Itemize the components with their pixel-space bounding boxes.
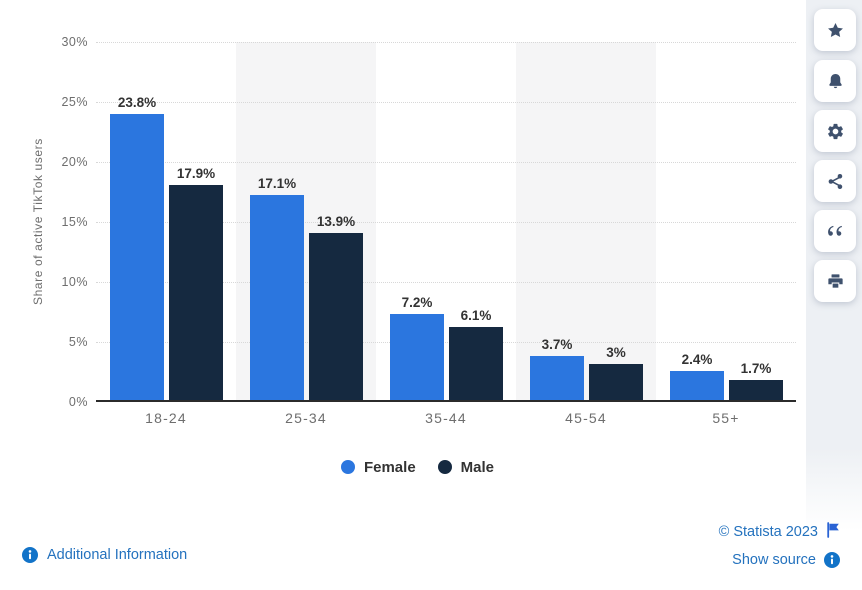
legend-dot-icon xyxy=(340,460,355,474)
bar-male-45-54[interactable]: 3% xyxy=(589,345,643,400)
alert-button[interactable] xyxy=(814,60,856,102)
bar-male-55+[interactable]: 1.7% xyxy=(729,361,783,400)
x-axis-label: 18-24 xyxy=(145,410,187,426)
legend-label: Male xyxy=(460,458,495,476)
bell-icon xyxy=(826,72,845,91)
info-icon xyxy=(824,552,840,568)
bar-female-35-44[interactable]: 7.2% xyxy=(390,295,444,400)
favorite-button[interactable] xyxy=(814,9,856,51)
gridline xyxy=(96,222,796,223)
y-axis-tick: 20% xyxy=(61,155,88,169)
bar-male-18-24[interactable]: 17.9% xyxy=(169,166,223,400)
share-button[interactable] xyxy=(814,160,856,202)
x-axis-label: 35-44 xyxy=(425,410,467,426)
bar-value-label: 6.1% xyxy=(460,307,492,323)
bar-female-25-34[interactable]: 17.1% xyxy=(250,176,304,400)
y-axis-tick: 30% xyxy=(61,35,88,49)
info-icon xyxy=(22,547,38,563)
flag-icon xyxy=(826,522,840,542)
citation-button[interactable] xyxy=(814,210,856,252)
bar-value-label: 23.8% xyxy=(117,95,157,111)
footer-right: © Statista 2023 Show source xyxy=(719,522,840,568)
bar-value-label: 3% xyxy=(606,345,626,360)
bar-value-label: 17.9% xyxy=(176,166,216,182)
bar-female-45-54[interactable]: 3.7% xyxy=(530,337,584,400)
plot-area: 23.8% 17.9% 17.1% 13.9% 7.2% 6.1% 3.7% 3% 2.4% 1.… xyxy=(96,42,796,402)
gear-icon xyxy=(826,122,845,141)
y-axis-tick-labels: 30% 25% 20% 15% 10% 5% 0% xyxy=(0,35,88,409)
x-axis-labels: 18-24 25-34 35-44 45-54 55+ xyxy=(96,410,796,430)
x-axis-label: 45-54 xyxy=(565,410,607,426)
show-source-link[interactable]: Show source xyxy=(719,552,840,568)
print-button[interactable] xyxy=(814,260,856,302)
legend-item-female[interactable]: Female xyxy=(340,458,416,476)
gridline xyxy=(96,342,796,343)
gridline xyxy=(96,102,796,103)
bar-value-label: 17.1% xyxy=(257,175,297,191)
legend-dot-icon xyxy=(437,460,452,474)
y-axis-tick: 10% xyxy=(61,275,88,289)
y-axis-tick: 5% xyxy=(68,335,88,349)
share-icon xyxy=(826,172,845,191)
gridline xyxy=(96,162,796,163)
x-axis-label: 25-34 xyxy=(285,410,327,426)
bar-value-label: 7.2% xyxy=(401,294,433,310)
y-axis-tick: 15% xyxy=(61,215,88,229)
bar-male-35-44[interactable]: 6.1% xyxy=(449,308,503,400)
legend-item-male[interactable]: Male xyxy=(437,458,495,476)
plot-band xyxy=(516,42,656,400)
y-axis-tick: 0% xyxy=(68,395,88,409)
gridline xyxy=(96,282,796,283)
print-icon xyxy=(826,272,845,291)
bar-male-25-34[interactable]: 13.9% xyxy=(309,214,363,400)
bar-value-label: 1.7% xyxy=(740,360,772,376)
legend: Female Male xyxy=(0,455,835,479)
additional-information-link[interactable]: Additional Information xyxy=(22,547,187,563)
copyright-label: © Statista 2023 xyxy=(718,524,818,540)
star-icon xyxy=(826,21,845,40)
x-axis-label: 55+ xyxy=(712,410,740,426)
y-axis-tick: 25% xyxy=(61,95,88,109)
legend-label: Female xyxy=(363,458,416,476)
bar-value-label: 3.7% xyxy=(541,336,573,352)
bar-value-label: 13.9% xyxy=(316,214,356,230)
statista-copyright-link[interactable]: © Statista 2023 xyxy=(719,522,840,542)
bar-female-18-24[interactable]: 23.8% xyxy=(110,95,164,400)
bar-value-label: 2.4% xyxy=(681,352,713,368)
show-source-label: Show source xyxy=(732,552,816,568)
additional-information-label: Additional Information xyxy=(47,547,188,563)
settings-button[interactable] xyxy=(814,110,856,152)
bar-female-55+[interactable]: 2.4% xyxy=(670,352,724,400)
quote-icon xyxy=(825,221,845,241)
gridline xyxy=(96,42,796,43)
toolbar xyxy=(806,0,862,590)
